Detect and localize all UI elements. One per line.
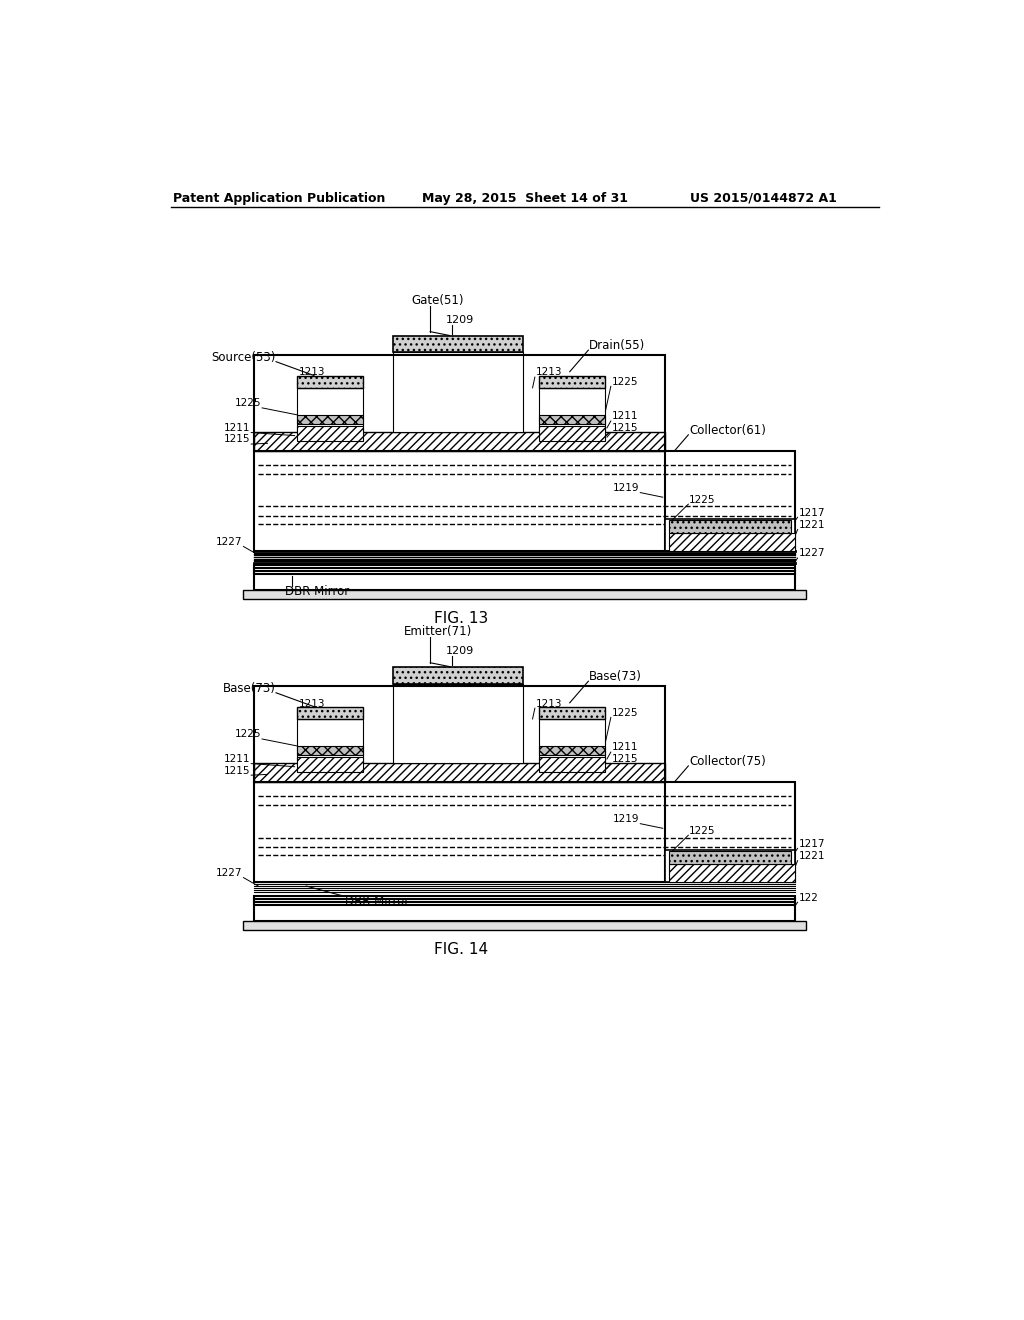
Text: FIG. 14: FIG. 14 xyxy=(434,942,488,957)
Bar xyxy=(539,388,604,432)
Text: 1213: 1213 xyxy=(299,698,326,709)
Text: May 28, 2015  Sheet 14 of 31: May 28, 2015 Sheet 14 of 31 xyxy=(422,191,628,205)
Text: 1221: 1221 xyxy=(799,851,825,861)
Bar xyxy=(669,851,791,863)
Text: 1227: 1227 xyxy=(799,548,825,558)
Text: 1215: 1215 xyxy=(224,434,251,445)
Text: 1213: 1213 xyxy=(536,367,562,378)
Text: Collector(61): Collector(61) xyxy=(689,424,766,437)
Text: 1217: 1217 xyxy=(799,838,825,849)
Bar xyxy=(539,719,604,763)
Text: 1221: 1221 xyxy=(799,520,825,529)
Bar xyxy=(665,850,795,882)
Text: 1211: 1211 xyxy=(224,754,251,764)
Bar xyxy=(297,706,362,719)
Text: 1211: 1211 xyxy=(611,412,638,421)
Text: Base(73): Base(73) xyxy=(222,681,275,694)
Bar xyxy=(254,355,665,451)
Bar xyxy=(254,451,795,552)
Bar xyxy=(669,520,791,533)
Text: Patent Application Publication: Patent Application Publication xyxy=(173,191,385,205)
Text: Gate(51): Gate(51) xyxy=(412,294,464,308)
Bar xyxy=(254,432,665,451)
Text: 1215: 1215 xyxy=(224,766,251,776)
Bar xyxy=(297,388,362,432)
Bar xyxy=(539,414,604,424)
Text: 1225: 1225 xyxy=(234,730,261,739)
Text: FIG. 13: FIG. 13 xyxy=(434,611,488,627)
Text: 1225: 1225 xyxy=(689,825,716,836)
Text: 1209: 1209 xyxy=(445,647,474,656)
Text: 1215: 1215 xyxy=(611,754,638,764)
Bar xyxy=(254,565,795,590)
Bar xyxy=(669,533,795,552)
Text: 1209: 1209 xyxy=(445,315,474,325)
Bar xyxy=(254,763,665,781)
Bar xyxy=(539,756,604,772)
Bar xyxy=(393,352,523,432)
Bar xyxy=(243,590,806,599)
Text: 1227: 1227 xyxy=(216,537,243,546)
Bar xyxy=(539,425,604,441)
Text: Base(73): Base(73) xyxy=(589,671,642,684)
Bar xyxy=(393,667,523,684)
Text: Drain(55): Drain(55) xyxy=(589,339,645,352)
Text: 1219: 1219 xyxy=(613,814,640,824)
Bar xyxy=(393,684,523,763)
Text: 1215: 1215 xyxy=(611,422,638,433)
Bar xyxy=(254,686,665,781)
Text: Emitter(71): Emitter(71) xyxy=(403,626,472,639)
Bar xyxy=(665,519,795,552)
Text: 1217: 1217 xyxy=(799,508,825,517)
Text: Collector(75): Collector(75) xyxy=(689,755,766,768)
Text: 1213: 1213 xyxy=(299,367,326,378)
Bar xyxy=(243,921,806,929)
Bar xyxy=(297,425,362,441)
Bar xyxy=(539,706,604,719)
Bar xyxy=(297,746,362,755)
Bar xyxy=(297,719,362,763)
Text: 1227: 1227 xyxy=(216,869,243,878)
Text: DBR Mirror: DBR Mirror xyxy=(345,895,410,908)
Text: 1211: 1211 xyxy=(611,742,638,752)
Bar xyxy=(297,376,362,388)
Bar xyxy=(297,756,362,772)
Bar xyxy=(539,746,604,755)
Text: 1219: 1219 xyxy=(613,483,640,492)
Text: DBR Mirror: DBR Mirror xyxy=(286,585,349,598)
Bar xyxy=(254,781,795,882)
Bar xyxy=(669,863,795,882)
Bar xyxy=(539,376,604,388)
Text: 1213: 1213 xyxy=(536,698,562,709)
Text: 1211: 1211 xyxy=(224,422,251,433)
Text: 1225: 1225 xyxy=(234,399,261,408)
Text: 1225: 1225 xyxy=(611,376,638,387)
Text: 1225: 1225 xyxy=(689,495,716,504)
Bar xyxy=(297,414,362,424)
Text: US 2015/0144872 A1: US 2015/0144872 A1 xyxy=(690,191,837,205)
Bar xyxy=(393,335,523,352)
Text: 1225: 1225 xyxy=(611,708,638,718)
Text: 122: 122 xyxy=(799,892,818,903)
Bar xyxy=(254,896,795,921)
Text: Source(53): Source(53) xyxy=(211,351,275,363)
